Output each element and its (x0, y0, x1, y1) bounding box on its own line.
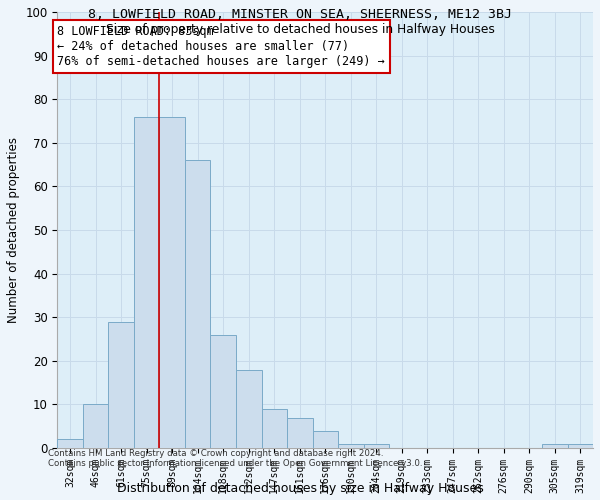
Bar (313, 430, 338, 448)
Text: Contains HM Land Registry data © Crown copyright and database right 2024.: Contains HM Land Registry data © Crown c… (48, 448, 383, 458)
Text: Distribution of detached houses by size in Halfway Houses: Distribution of detached houses by size … (116, 482, 484, 495)
Text: 8, LOWFIELD ROAD, MINSTER ON SEA, SHEERNESS, ME12 3BJ: 8, LOWFIELD ROAD, MINSTER ON SEA, SHEERN… (88, 8, 512, 20)
Bar (364, 444, 389, 448)
Bar (236, 370, 262, 448)
Bar (58, 440, 83, 448)
Bar (338, 444, 364, 448)
Bar (542, 444, 568, 448)
Bar (287, 418, 313, 448)
Bar (185, 160, 211, 448)
Text: Contains public sector information licensed under the Open Government Licence v3: Contains public sector information licen… (48, 458, 422, 468)
Bar (83, 404, 109, 448)
Y-axis label: Number of detached properties: Number of detached properties (7, 137, 20, 323)
Bar (134, 116, 160, 448)
Bar (160, 116, 185, 448)
Text: 8 LOWFIELD ROAD: 83sqm
← 24% of detached houses are smaller (77)
76% of semi-det: 8 LOWFIELD ROAD: 83sqm ← 24% of detached… (58, 25, 385, 68)
Bar (211, 334, 236, 448)
Bar (109, 322, 134, 448)
Text: Size of property relative to detached houses in Halfway Houses: Size of property relative to detached ho… (106, 22, 494, 36)
Bar (568, 444, 593, 448)
Bar (262, 409, 287, 448)
